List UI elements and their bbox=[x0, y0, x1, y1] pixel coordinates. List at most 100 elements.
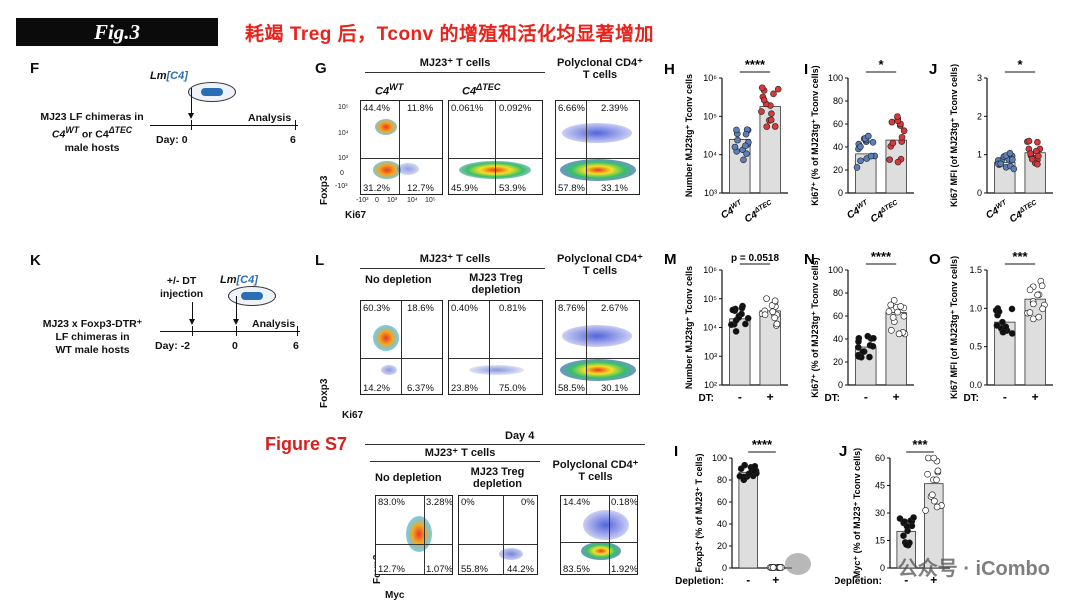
chart-j: J Ki67 MFI (of MJ23tg⁺ Tconv cells) 3 2 1 0 * C… bbox=[929, 58, 1053, 225]
chart-point bbox=[897, 303, 904, 310]
chart-point bbox=[1010, 165, 1018, 173]
chart-point bbox=[768, 110, 775, 118]
chart-panel-label: M bbox=[664, 251, 677, 268]
chart-ytick-label: 10³ bbox=[704, 188, 717, 198]
chart-point bbox=[732, 328, 740, 335]
chart-point bbox=[1035, 313, 1043, 321]
chart-ytick-label: 1.0 bbox=[969, 303, 982, 313]
chart-panel-label: N bbox=[804, 251, 815, 268]
chart-point bbox=[1035, 152, 1042, 160]
g-xtick: -10³ bbox=[356, 197, 369, 204]
chart-sig-label: **** bbox=[752, 440, 773, 452]
k-dt-arrow bbox=[187, 302, 197, 325]
chart-ytick-label: 0 bbox=[977, 188, 982, 198]
chart-ytick-label: 10⁵ bbox=[703, 111, 717, 121]
chart-point bbox=[767, 116, 775, 124]
chart-panel-label: J bbox=[929, 61, 937, 78]
chart-point bbox=[890, 296, 898, 304]
chart-sig-label: * bbox=[1017, 58, 1023, 72]
chart-category-sup: WT bbox=[856, 199, 870, 211]
g-ytick: 0 bbox=[340, 170, 344, 177]
g-ytick: 10⁵ bbox=[338, 104, 349, 111]
chart-point bbox=[999, 318, 1006, 326]
k-timeline bbox=[160, 331, 300, 333]
chart-m: M Number MJ23tg⁺ Tconv cells 10⁶ 10⁵ 10⁴ 10³ 1… bbox=[664, 251, 788, 404]
chart-category-label: + bbox=[767, 390, 774, 404]
chart-point bbox=[925, 454, 932, 462]
figure-headline: 耗竭 Treg 后，Tconv 的增殖和活化均显著增加 bbox=[245, 24, 655, 45]
chart-point bbox=[742, 130, 750, 138]
chart-point bbox=[889, 139, 897, 147]
g-sub-wt: C4WT bbox=[375, 82, 404, 98]
chart-point bbox=[931, 497, 938, 505]
chart-ytick-label: 40 bbox=[833, 334, 843, 344]
s7-head-line bbox=[370, 461, 540, 462]
chart-ylabel: Ki67⁺ (% of MJ23tg⁺ Tconv cells) bbox=[810, 65, 820, 205]
g-head-line bbox=[365, 72, 545, 73]
chart-category-label: C4ΔTEC bbox=[868, 199, 902, 226]
g-ytick: 10⁴ bbox=[338, 130, 349, 137]
chart-point bbox=[738, 304, 746, 312]
l-flow-plot-dep: 0.40% 0.81% 23.8% 75.0% bbox=[448, 300, 543, 395]
chart-ytick-label: 60 bbox=[717, 497, 727, 507]
f-analysis-label: Analysis bbox=[248, 112, 292, 124]
chart-point bbox=[995, 308, 1003, 315]
chart-ytick-label: 10⁶ bbox=[703, 73, 717, 83]
g-head-mj23: MJ23⁺ T cells bbox=[419, 57, 491, 69]
g-ytick: 10³ bbox=[338, 155, 349, 162]
chart-sig-label: p = 0.0518 bbox=[731, 253, 780, 264]
chart-point bbox=[865, 132, 872, 140]
chart-ytick-label: 10⁴ bbox=[703, 323, 717, 333]
chart-point bbox=[857, 143, 864, 150]
chart-category-label: C4ΔTEC bbox=[742, 199, 776, 226]
chart-ytick-label: 20 bbox=[833, 165, 843, 175]
f-day-label: Day: 0 bbox=[156, 134, 188, 146]
chart-category-label: + bbox=[893, 390, 900, 404]
f-infection-arrow bbox=[186, 88, 196, 119]
k-chimera-desc: MJ23 x Foxp3-DTR⁺ LF chimeras in WT male… bbox=[42, 318, 143, 356]
chart-bar bbox=[729, 318, 751, 386]
k-tick-6 bbox=[297, 326, 299, 336]
g-flow-plot-polyclonal: 6.66% 2.39% 57.8% 33.1% bbox=[555, 100, 640, 195]
chart-category-label: + bbox=[772, 573, 779, 587]
chart-point bbox=[771, 297, 779, 305]
s7-flow-plot-polyclonal: 14.4% 0.18% 83.5% 1.92% bbox=[560, 495, 638, 575]
chart-point bbox=[864, 332, 872, 340]
chart-point bbox=[901, 518, 908, 525]
chart-ytick-label: 100 bbox=[828, 73, 843, 83]
chart-point bbox=[869, 342, 877, 350]
chart-point bbox=[1034, 138, 1041, 146]
chart-category-label: C4WT bbox=[845, 199, 872, 222]
panel-label-g: G bbox=[315, 60, 327, 77]
chart-point bbox=[742, 142, 749, 150]
f-tick-0 bbox=[191, 120, 193, 130]
chart-point bbox=[758, 84, 766, 92]
chart-point bbox=[859, 348, 867, 355]
g-ytick: -10³ bbox=[335, 183, 348, 190]
chart-ytick-label: 0.0 bbox=[969, 380, 982, 390]
chart-ytick-label: 80 bbox=[833, 288, 843, 298]
chart-sig-label: *** bbox=[912, 440, 928, 452]
chart-i: I Ki67⁺ (% of MJ23tg⁺ Tconv cells) 100 80 60… bbox=[804, 58, 914, 226]
chart-point bbox=[773, 320, 781, 328]
l-ylabel: Foxp3 bbox=[319, 378, 330, 408]
chart-category-label: + bbox=[1032, 390, 1039, 404]
chart-point bbox=[1034, 291, 1041, 299]
g-flow-plot-wt: 44.4% 11.8% 31.2% 12.7% bbox=[360, 100, 443, 195]
chart-ytick-label: 1 bbox=[977, 150, 982, 160]
figure-badge: Fig.3 bbox=[16, 18, 218, 46]
chart-point bbox=[894, 158, 902, 166]
chart-sig-label: **** bbox=[871, 249, 892, 264]
chart-point bbox=[900, 312, 908, 320]
chart-o: O Ki67 MFI (of MJ23tg⁺ Tconv cells) 1.5 1.0… bbox=[929, 249, 1053, 404]
chart-point bbox=[743, 150, 750, 157]
k-infection-arrow bbox=[231, 296, 241, 325]
s7-head-mj23: MJ23⁺ T cells bbox=[424, 447, 496, 459]
chart-point bbox=[761, 311, 769, 318]
g-xtick: 10³ bbox=[387, 197, 398, 204]
chart-point bbox=[1038, 282, 1046, 290]
chart-point bbox=[1009, 156, 1016, 163]
l-xlabel: Ki67 bbox=[342, 410, 364, 421]
chart-point bbox=[729, 306, 737, 314]
chart-ylabel: Ki67⁺ (% of MJ23tg⁺ Tconv cells) bbox=[810, 257, 820, 397]
